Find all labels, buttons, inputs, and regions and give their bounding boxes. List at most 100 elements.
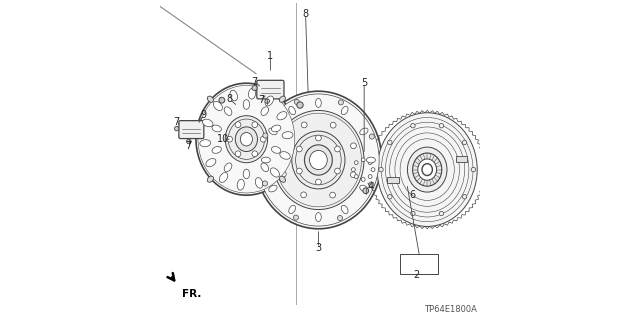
Circle shape — [339, 100, 344, 105]
FancyBboxPatch shape — [179, 121, 204, 139]
Ellipse shape — [296, 135, 341, 185]
Text: 8: 8 — [303, 9, 308, 20]
Ellipse shape — [277, 112, 287, 120]
Circle shape — [363, 188, 369, 194]
Text: 4: 4 — [367, 182, 374, 192]
Ellipse shape — [213, 101, 223, 110]
Ellipse shape — [265, 96, 273, 106]
Ellipse shape — [381, 117, 473, 222]
Ellipse shape — [385, 122, 469, 217]
Ellipse shape — [261, 107, 269, 116]
Ellipse shape — [270, 168, 280, 177]
Bar — [400, 254, 438, 274]
Circle shape — [330, 122, 336, 128]
Ellipse shape — [198, 85, 295, 193]
Ellipse shape — [413, 153, 442, 186]
Ellipse shape — [206, 158, 216, 167]
Ellipse shape — [228, 119, 264, 159]
Circle shape — [351, 143, 356, 149]
Ellipse shape — [282, 132, 293, 139]
Ellipse shape — [237, 179, 244, 190]
Ellipse shape — [390, 127, 465, 212]
Ellipse shape — [310, 150, 327, 170]
Circle shape — [281, 142, 287, 148]
Ellipse shape — [289, 107, 296, 115]
Ellipse shape — [418, 159, 436, 180]
Ellipse shape — [202, 119, 213, 127]
Text: 7: 7 — [186, 140, 192, 151]
Text: 9: 9 — [200, 110, 206, 120]
Circle shape — [263, 133, 268, 138]
Text: 3: 3 — [316, 243, 321, 253]
Ellipse shape — [224, 163, 232, 172]
Circle shape — [296, 146, 302, 152]
Ellipse shape — [275, 113, 362, 207]
Circle shape — [439, 211, 444, 216]
Ellipse shape — [316, 99, 321, 108]
Circle shape — [371, 168, 375, 172]
Ellipse shape — [224, 107, 232, 116]
Ellipse shape — [341, 107, 348, 115]
Text: 5: 5 — [361, 78, 367, 88]
Ellipse shape — [271, 125, 281, 132]
Circle shape — [471, 167, 476, 172]
Circle shape — [411, 124, 415, 128]
Ellipse shape — [289, 205, 296, 213]
Circle shape — [252, 122, 258, 128]
Ellipse shape — [241, 132, 252, 146]
Circle shape — [316, 135, 321, 141]
Ellipse shape — [377, 113, 477, 227]
Circle shape — [355, 161, 358, 164]
Text: 6: 6 — [409, 190, 415, 200]
Ellipse shape — [279, 96, 285, 102]
Ellipse shape — [261, 157, 270, 163]
Circle shape — [262, 181, 268, 186]
Circle shape — [462, 195, 467, 199]
Ellipse shape — [236, 127, 257, 152]
Ellipse shape — [305, 145, 332, 175]
Circle shape — [388, 195, 392, 199]
Ellipse shape — [207, 96, 214, 102]
Ellipse shape — [395, 133, 460, 206]
Ellipse shape — [271, 147, 281, 153]
Circle shape — [252, 85, 257, 91]
Circle shape — [368, 161, 372, 164]
Text: 10: 10 — [216, 134, 229, 144]
Ellipse shape — [212, 147, 221, 153]
Ellipse shape — [258, 94, 379, 226]
Circle shape — [294, 100, 300, 105]
Text: 2: 2 — [413, 270, 419, 280]
Text: 7: 7 — [252, 76, 257, 87]
Ellipse shape — [225, 116, 268, 163]
Ellipse shape — [280, 152, 291, 159]
Circle shape — [335, 168, 340, 174]
Circle shape — [187, 139, 191, 144]
FancyBboxPatch shape — [257, 80, 284, 99]
Circle shape — [368, 175, 372, 179]
Circle shape — [369, 134, 374, 139]
Circle shape — [301, 192, 307, 198]
Circle shape — [388, 140, 392, 145]
Ellipse shape — [207, 176, 214, 182]
Circle shape — [351, 168, 355, 172]
Text: 8: 8 — [227, 94, 233, 104]
Text: 7: 7 — [173, 117, 180, 127]
Ellipse shape — [422, 164, 433, 175]
Circle shape — [296, 168, 302, 174]
Ellipse shape — [341, 205, 348, 213]
Circle shape — [219, 97, 225, 103]
Circle shape — [411, 211, 415, 216]
Circle shape — [330, 192, 335, 198]
Circle shape — [337, 215, 342, 220]
Circle shape — [350, 172, 356, 178]
Circle shape — [235, 122, 241, 128]
Circle shape — [462, 140, 467, 145]
Circle shape — [265, 99, 269, 103]
Circle shape — [355, 175, 358, 179]
Circle shape — [361, 158, 365, 162]
Circle shape — [439, 124, 444, 128]
Ellipse shape — [400, 139, 454, 200]
Ellipse shape — [248, 88, 255, 99]
Ellipse shape — [243, 100, 250, 109]
Ellipse shape — [269, 128, 277, 135]
